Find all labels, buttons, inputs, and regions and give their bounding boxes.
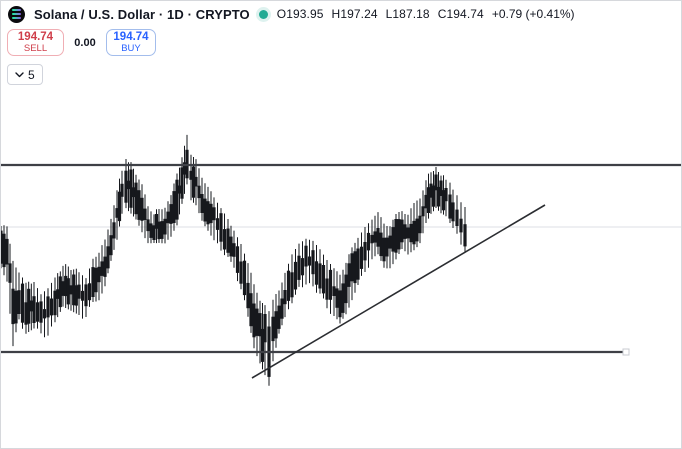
market-status-dot-icon — [258, 9, 268, 19]
symbol-header: Solana / U.S. Dollar · 1D · CRYPTO O193.… — [8, 5, 575, 23]
ohlc-low: L187.18 — [385, 7, 430, 21]
chevron-down-icon — [15, 71, 24, 77]
buy-price: 194.74 — [113, 31, 149, 44]
sell-price: 194.74 — [17, 31, 54, 44]
price-change: +0.79 (+0.41%) — [491, 7, 575, 21]
sell-button[interactable]: 194.74 SELL — [7, 29, 64, 56]
ohlc-close: C194.74 — [437, 7, 484, 21]
symbol-title[interactable]: Solana / U.S. Dollar · 1D · CRYPTO — [34, 6, 250, 22]
candles-group — [1, 134, 467, 386]
ohlc-readout: O193.95 H197.24 L187.18 C194.74 +0.79 (+… — [277, 7, 575, 21]
ohlc-open: O193.95 — [276, 7, 324, 21]
trade-panel: 194.74 SELL 0.00 194.74 BUY — [7, 29, 156, 56]
solana-logo-icon — [8, 5, 25, 23]
support-line-handle[interactable] — [622, 348, 630, 356]
drawings-dropdown[interactable]: 5 — [7, 64, 43, 85]
drawings-count: 5 — [28, 67, 35, 82]
buy-button[interactable]: 194.74 BUY — [106, 29, 156, 56]
ohlc-high: H197.24 — [331, 7, 378, 21]
ascending-trendline[interactable] — [251, 204, 546, 379]
spread-value: 0.00 — [74, 36, 96, 49]
buy-label: BUY — [121, 42, 141, 54]
sell-label: SELL — [23, 42, 48, 54]
